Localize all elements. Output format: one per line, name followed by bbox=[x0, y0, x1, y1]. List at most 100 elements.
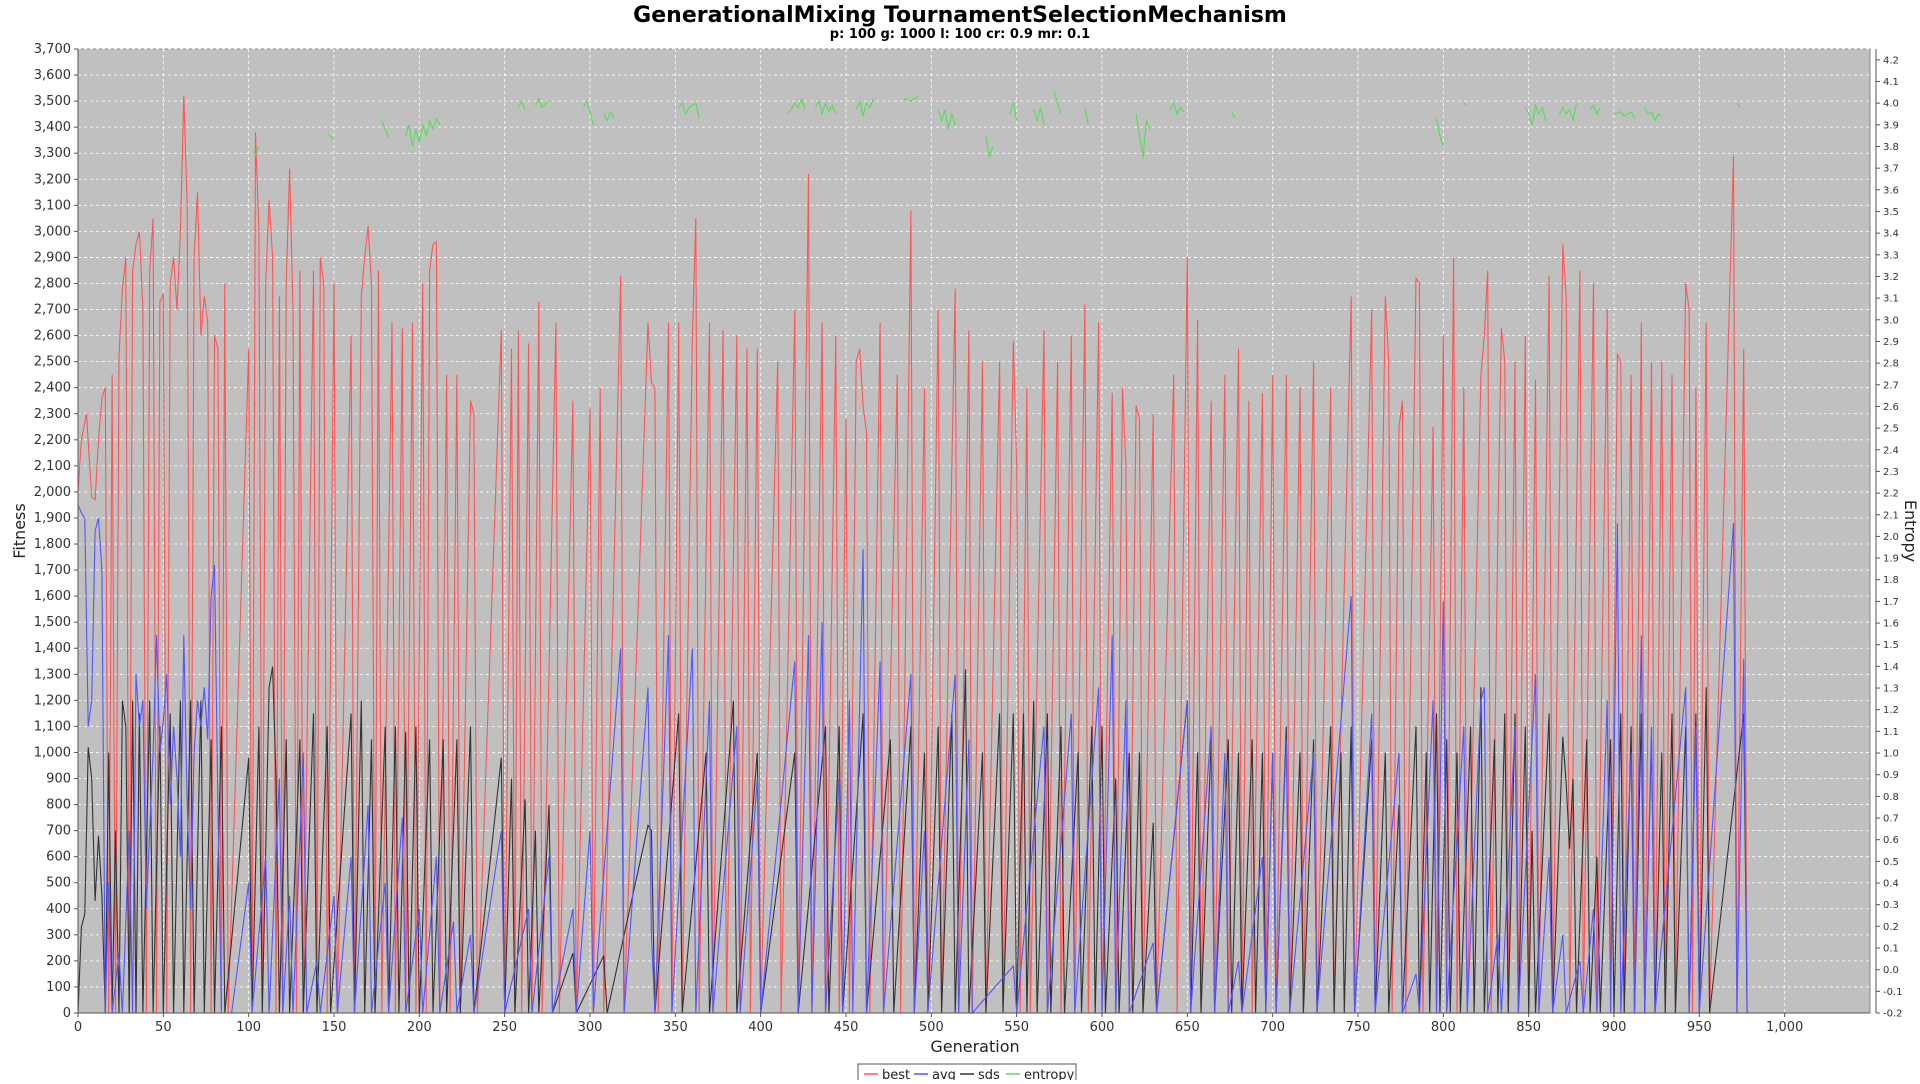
legend-label: avg bbox=[932, 1068, 956, 1080]
chart-title: GenerationalMixing TournamentSelectionMe… bbox=[633, 3, 1287, 28]
y-tick-label: 300 bbox=[46, 928, 71, 943]
y2-tick-label: 2.5 bbox=[1883, 424, 1899, 435]
legend-item-sds: sds bbox=[960, 1068, 1000, 1083]
series-segment-entropy bbox=[1169, 101, 1185, 116]
series-segment-entropy bbox=[985, 135, 994, 158]
y-tick-label: 400 bbox=[46, 902, 71, 917]
y-tick-label: 2,500 bbox=[34, 355, 71, 370]
y-tick-label: 2,300 bbox=[34, 407, 71, 422]
series-segment-entropy bbox=[1435, 118, 1444, 147]
y2-tick-label: 2.1 bbox=[1883, 510, 1899, 521]
y2-tick-label: 3.8 bbox=[1883, 142, 1899, 153]
series-segment-entropy bbox=[1463, 102, 1468, 106]
y2-tick-label: 1.4 bbox=[1883, 662, 1899, 673]
y-tick-label: 900 bbox=[46, 772, 71, 787]
series-line-sds bbox=[77, 666, 1785, 1014]
series-segment-entropy bbox=[381, 120, 390, 139]
y-tick-label: 2,600 bbox=[34, 329, 71, 344]
series-best bbox=[77, 95, 1785, 1014]
y-tick-label: 3,100 bbox=[34, 198, 71, 213]
y2-tick-label: 3.3 bbox=[1883, 250, 1899, 261]
series-segment-entropy bbox=[1033, 107, 1045, 125]
series-segment-entropy bbox=[814, 99, 837, 116]
x-tick-label: 0 bbox=[74, 1020, 82, 1035]
y2-tick-label: 0.1 bbox=[1883, 944, 1899, 955]
y2-tick-label: 2.0 bbox=[1883, 532, 1899, 543]
y-tick-label: 700 bbox=[46, 824, 71, 839]
series-segment-entropy bbox=[1524, 103, 1547, 125]
y2-tick-label: 2.4 bbox=[1883, 445, 1899, 456]
x-axis-ticks: 0 50 100 150 200 250 300 350 400 450 500 550 600 650 7… bbox=[74, 1013, 1803, 1035]
x-tick-label: 650 bbox=[1175, 1020, 1200, 1035]
series-segment-entropy bbox=[1613, 111, 1635, 119]
series-segment-entropy bbox=[678, 102, 700, 119]
y2-tick-label: -0.2 bbox=[1883, 1009, 1903, 1020]
y2-tick-label: 2.2 bbox=[1883, 489, 1899, 500]
legend-label: entropy bbox=[1024, 1068, 1075, 1080]
series-line-best bbox=[77, 95, 1785, 1014]
y2-tick-label: -0.1 bbox=[1883, 987, 1903, 998]
y-tick-label: 500 bbox=[46, 876, 71, 891]
y-tick-label: 3,500 bbox=[34, 94, 71, 109]
y-tick-label: 1,100 bbox=[34, 719, 71, 734]
y-tick-label: 3,600 bbox=[34, 68, 71, 83]
series-segment-entropy bbox=[903, 96, 918, 102]
series-segment-entropy bbox=[855, 98, 874, 117]
y-tick-label: 1,300 bbox=[34, 667, 71, 682]
y2-tick-label: 1.0 bbox=[1883, 749, 1899, 760]
y-tick-label: 0 bbox=[63, 1006, 71, 1021]
y2-tick-label: 3.4 bbox=[1883, 229, 1899, 240]
y2-tick-label: 1.7 bbox=[1883, 597, 1899, 608]
series-segment-entropy bbox=[1231, 111, 1236, 119]
y-tick-label: 1,700 bbox=[34, 563, 71, 578]
y2-tick-label: 3.7 bbox=[1883, 164, 1899, 175]
y-tick-label: 1,200 bbox=[34, 693, 71, 708]
series-segment-entropy bbox=[534, 97, 550, 109]
y-tick-label: 2,400 bbox=[34, 381, 71, 396]
series-entropy bbox=[251, 92, 1741, 158]
series-segment-entropy bbox=[326, 133, 335, 141]
y-tick-label: 1,500 bbox=[34, 615, 71, 630]
legend-item-best: best bbox=[864, 1068, 910, 1083]
y2-tick-label: 3.5 bbox=[1883, 207, 1899, 218]
series-segment-entropy bbox=[937, 109, 956, 130]
y2-tick-label: 3.0 bbox=[1883, 315, 1899, 326]
series-segment-entropy bbox=[1736, 102, 1741, 108]
series-segment-entropy bbox=[1589, 104, 1601, 116]
y-tick-label: 1,600 bbox=[34, 589, 71, 604]
x-tick-label: 150 bbox=[322, 1020, 347, 1035]
y2-tick-label: 0.3 bbox=[1883, 900, 1899, 911]
x-tick-label: 300 bbox=[578, 1020, 603, 1035]
y2-tick-label: 3.9 bbox=[1883, 120, 1899, 131]
x-axis-title: Generation bbox=[930, 1037, 1019, 1056]
x-tick-label: 950 bbox=[1687, 1020, 1712, 1035]
y2-tick-label: 2.6 bbox=[1883, 402, 1899, 413]
y-tick-label: 3,400 bbox=[34, 120, 71, 135]
chart-subtitle: p: 100 g: 1000 l: 100 cr: 0.9 mr: 0.1 bbox=[830, 27, 1090, 42]
x-tick-label: 600 bbox=[1090, 1020, 1115, 1035]
series-segment-entropy bbox=[582, 99, 594, 125]
y2-tick-label: 2.9 bbox=[1883, 337, 1899, 348]
y-tick-label: 2,700 bbox=[34, 303, 71, 318]
series-segment-entropy bbox=[251, 146, 260, 157]
y2-tick-label: 3.2 bbox=[1883, 272, 1899, 283]
y2-tick-label: 4.1 bbox=[1883, 77, 1899, 88]
x-tick-label: 50 bbox=[155, 1020, 172, 1035]
x-tick-label: 100 bbox=[236, 1020, 261, 1035]
x-tick-label: 700 bbox=[1260, 1020, 1285, 1035]
series-segment-entropy bbox=[1053, 92, 1062, 115]
series-segment-entropy bbox=[1009, 101, 1018, 121]
legend: best avg sds entropy bbox=[857, 1063, 1077, 1084]
y2-axis-ticks: -0.2 -0.1 0.0 0.1 0.2 0.3 0.4 0.5 0.6 0.7 0.8 0.9 1.… bbox=[1876, 55, 1903, 1020]
y-tick-label: 3,200 bbox=[34, 172, 71, 187]
y-tick-label: 200 bbox=[46, 954, 71, 969]
y-tick-label: 100 bbox=[46, 980, 71, 995]
y-tick-label: 600 bbox=[46, 850, 71, 865]
y2-tick-label: 0.4 bbox=[1883, 879, 1899, 890]
y2-tick-label: 1.5 bbox=[1883, 640, 1899, 651]
x-tick-label: 200 bbox=[407, 1020, 432, 1035]
y-tick-label: 800 bbox=[46, 798, 71, 813]
x-tick-label: 450 bbox=[834, 1020, 859, 1035]
y2-tick-label: 1.2 bbox=[1883, 705, 1899, 716]
